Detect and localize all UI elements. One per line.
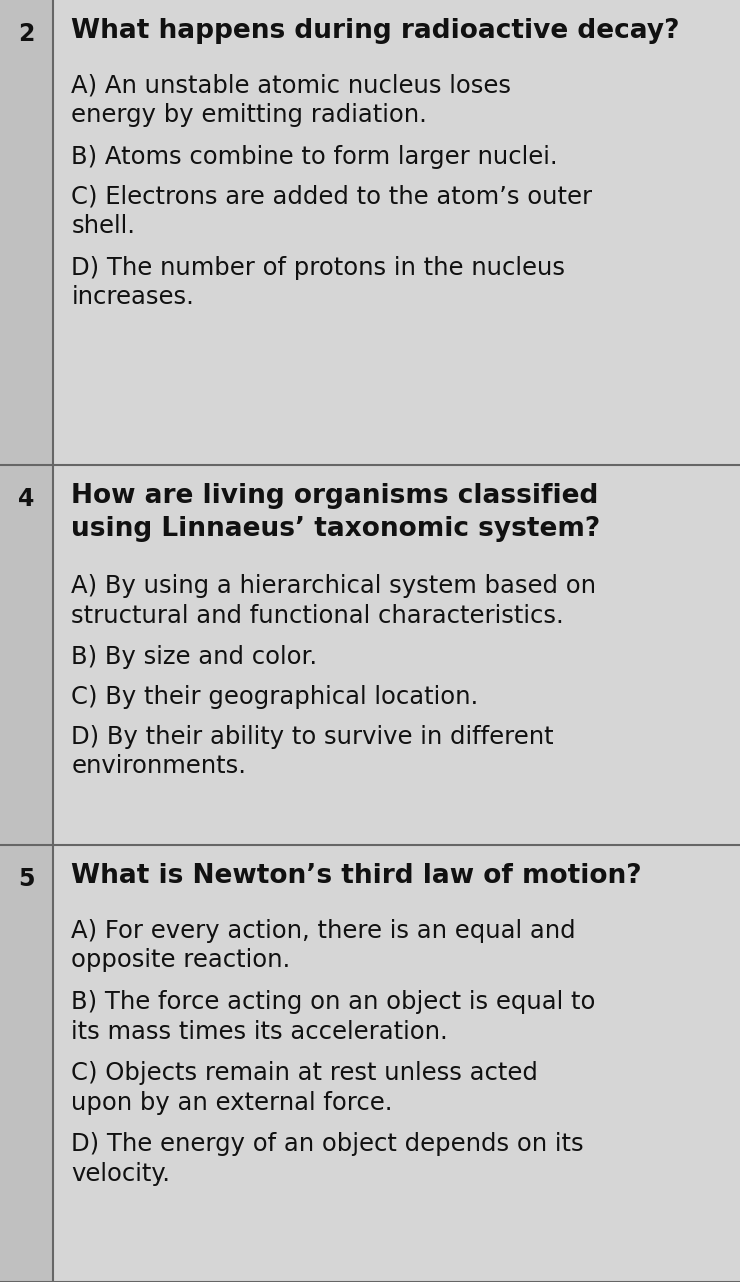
Text: C) Electrons are added to the atom’s outer
shell.: C) Electrons are added to the atom’s out… — [71, 185, 593, 238]
Text: B) The force acting on an object is equal to
its mass times its acceleration.: B) The force acting on an object is equa… — [71, 990, 596, 1044]
Bar — [0, 465, 53, 845]
Text: How are living organisms classified
using Linnaeus’ taxonomic system?: How are living organisms classified usin… — [71, 483, 601, 542]
Text: B) Atoms combine to form larger nuclei.: B) Atoms combine to form larger nuclei. — [71, 145, 558, 169]
Text: What happens during radioactive decay?: What happens during radioactive decay? — [71, 18, 680, 44]
Text: D) The number of protons in the nucleus
increases.: D) The number of protons in the nucleus … — [71, 255, 565, 309]
Text: B) By size and color.: B) By size and color. — [71, 645, 317, 669]
Text: What is Newton’s third law of motion?: What is Newton’s third law of motion? — [71, 863, 642, 888]
Text: C) Objects remain at rest unless acted
upon by an external force.: C) Objects remain at rest unless acted u… — [71, 1061, 538, 1115]
Text: C) By their geographical location.: C) By their geographical location. — [71, 685, 479, 709]
Bar — [0, 845, 740, 1282]
Text: D) By their ability to survive in different
environments.: D) By their ability to survive in differ… — [71, 724, 554, 778]
Bar — [0, 0, 53, 465]
Text: 5: 5 — [18, 867, 35, 891]
Text: 4: 4 — [18, 487, 35, 512]
Text: D) The energy of an object depends on its
velocity.: D) The energy of an object depends on it… — [71, 1132, 584, 1186]
Bar — [0, 0, 740, 465]
Text: A) An unstable atomic nucleus loses
energy by emitting radiation.: A) An unstable atomic nucleus loses ener… — [71, 73, 511, 127]
Bar — [0, 465, 740, 845]
Text: 2: 2 — [18, 22, 35, 46]
Text: A) For every action, there is an equal and
opposite reaction.: A) For every action, there is an equal a… — [71, 919, 576, 972]
Bar — [0, 845, 53, 1282]
Text: A) By using a hierarchical system based on
structural and functional characteris: A) By using a hierarchical system based … — [71, 574, 596, 628]
